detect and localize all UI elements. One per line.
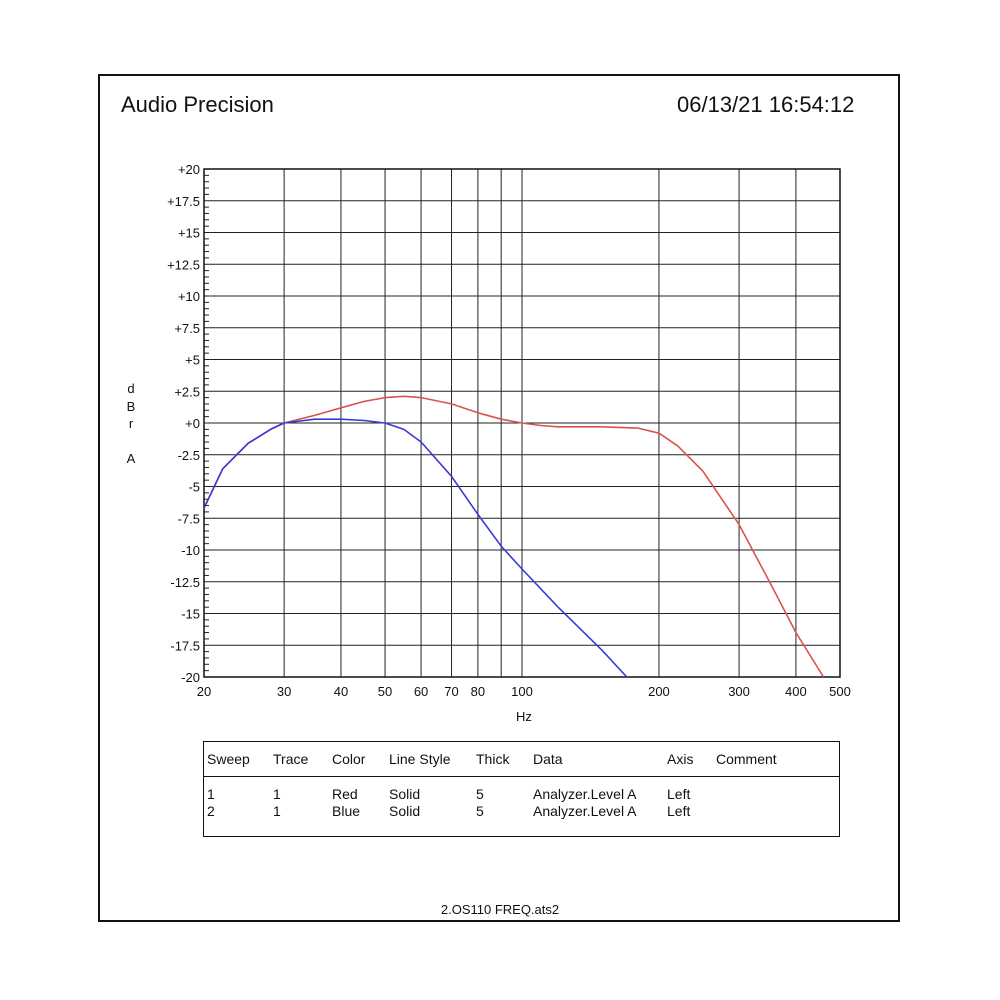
x-tick-label: 300 [728,684,750,699]
x-tick-label: 200 [648,684,670,699]
plot-border [203,168,841,678]
y-tick-label: -7.5 [178,511,200,526]
y-tick-label: +7.5 [174,321,200,336]
y-tick-label: +17.5 [167,194,200,209]
trace-legend-table: Sweep Trace Color Line Style Thick Data Axis Co… [203,741,840,837]
legend-cell: Left [667,786,691,802]
x-tick-label: 30 [277,684,291,699]
timestamp: 06/13/21 16:54:12 [677,92,855,117]
series-line-2 [203,418,628,678]
x-tick-label: 500 [829,684,851,699]
legend-header-line-style: Line Style [389,751,451,767]
legend-cell: Solid [389,786,421,802]
x-tick-label: 70 [444,684,458,699]
x-tick-label: 400 [785,684,807,699]
legend-header-sweep: Sweep [207,751,250,767]
x-tick-label: 100 [511,684,533,699]
report-frame [98,74,900,922]
y-tick-label: +20 [178,162,200,177]
legend-cell: Left [667,803,691,819]
legend-header-data: Data [533,751,563,767]
y-tick-label: +12.5 [167,257,200,272]
legend-cell: Solid [389,803,421,819]
legend-cell: Red [332,786,358,802]
legend-header-row: Sweep Trace Color Line Style Thick Data Axis Co… [204,742,839,777]
footer-filename: 2.OS110 FREQ.ats2 [440,902,560,917]
series-line-1 [203,395,825,678]
legend-cell: Analyzer.Level A [533,786,637,802]
y-tick-label: -17.5 [170,638,200,653]
brand-title: Audio Precision [121,92,274,117]
y-axis-label: d B r A [126,381,136,466]
legend-header-thick: Thick [476,751,510,767]
x-tick-label: 80 [471,684,485,699]
legend-cell: 1 [207,786,215,802]
x-axis-label: Hz [516,709,532,724]
x-tick-label: 20 [197,684,211,699]
legend-cell: Blue [332,803,361,819]
legend-header-comment: Comment [716,751,777,767]
legend-cell: 2 [207,803,215,819]
y-tick-label: +15 [178,226,200,241]
y-tick-label: -12.5 [170,575,200,590]
x-tick-label: 60 [414,684,428,699]
x-tick-label: 50 [378,684,392,699]
legend-header-color: Color [332,751,366,767]
y-tick-label: -20 [181,670,200,685]
legend-cell: Analyzer.Level A [533,803,637,819]
legend-header-axis: Axis [667,751,694,767]
y-tick-label: -5 [188,480,200,495]
legend-header-trace: Trace [273,751,309,767]
y-tick-label: -10 [181,543,200,558]
y-tick-label: +5 [185,353,200,368]
y-tick-label: -15 [181,607,200,622]
y-tick-label: -2.5 [178,448,200,463]
x-tick-label: 40 [334,684,348,699]
y-tick-label: +2.5 [174,384,200,399]
y-tick-label: +0 [185,416,200,431]
legend-cell: 1 [273,786,281,802]
legend-cell: 1 [273,803,281,819]
legend-cell: 5 [476,803,484,819]
legend-cell: 5 [476,786,484,802]
y-tick-label: +10 [178,289,200,304]
